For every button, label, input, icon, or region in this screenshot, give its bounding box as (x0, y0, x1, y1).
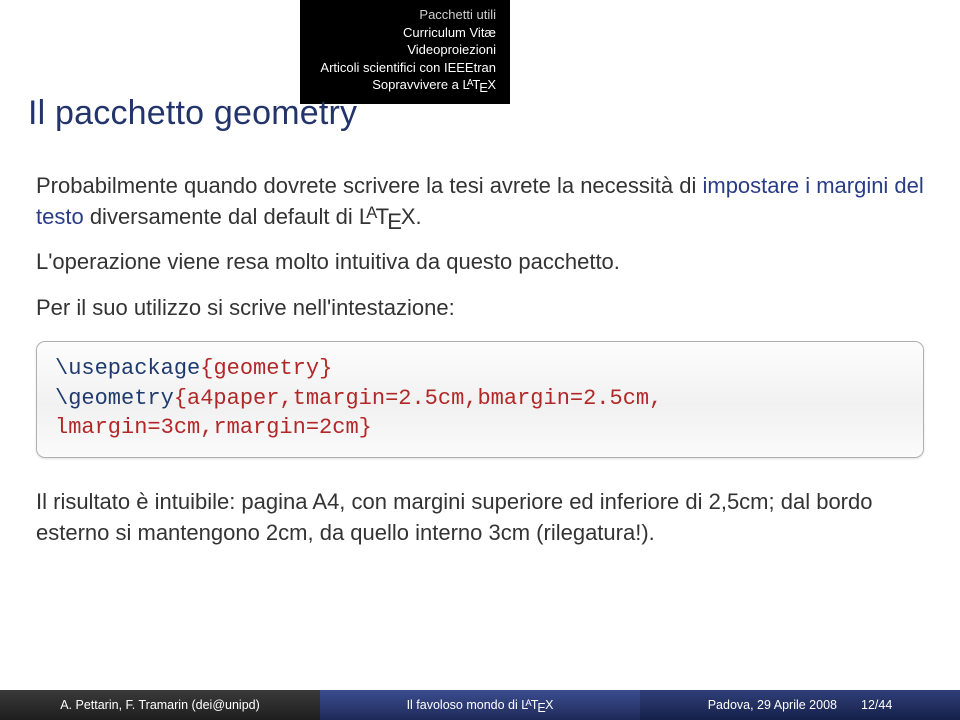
footer-authors: A. Pettarin, F. Tramarin (dei@unipd) (0, 690, 320, 720)
code-line: lmargin=3cm,rmargin=2cm} (55, 413, 905, 443)
page-number: 12/44 (861, 698, 892, 712)
brace: { (200, 356, 213, 381)
brace: } (359, 415, 372, 440)
latex-logo: LATEX (463, 77, 496, 92)
brace: } (319, 356, 332, 381)
tex-command: \geometry (55, 386, 174, 411)
tex-arg: a4paper,tmargin=2.5cm,bmargin=2.5cm, (187, 386, 662, 411)
paragraph: Il risultato è intuibile: pagina A4, con… (36, 486, 924, 548)
text: Probabilmente quando dovrete scrivere la… (36, 173, 702, 198)
footer-date: Padova, 29 Aprile 2008 (708, 698, 837, 712)
code-line: \usepackage{geometry} (55, 354, 905, 384)
toc-item: Articoli scientifici con IEEEtran (314, 59, 496, 77)
footer-date-page: Padova, 29 Aprile 2008 12/44 (640, 690, 960, 720)
paragraph: L'operazione viene resa molto intuitiva … (36, 246, 924, 277)
text: . (416, 204, 422, 229)
tex-arg: geometry (213, 356, 319, 381)
text: diversamente dal default di (84, 204, 359, 229)
frame-title: Il pacchetto geometry (28, 94, 357, 133)
tex-arg: lmargin=3cm,rmargin=2cm (55, 415, 359, 440)
footline: A. Pettarin, F. Tramarin (dei@unipd) Il … (0, 690, 960, 720)
section-toc: Pacchetti utili Curriculum Vitæ Videopro… (300, 0, 510, 104)
toc-item: Sopravvivere a LATEX (314, 76, 496, 94)
paragraph: Per il suo utilizzo si scrive nell'intes… (36, 292, 924, 323)
latex-logo: LATEX (359, 204, 416, 229)
header: Pacchetti utili Curriculum Vitæ Videopro… (0, 0, 960, 130)
toc-item-prefix: Sopravvivere a (372, 77, 462, 92)
slide-body: Probabilmente quando dovrete scrivere la… (36, 170, 924, 562)
paragraph: Probabilmente quando dovrete scrivere la… (36, 170, 924, 232)
code-line: \geometry{a4paper,tmargin=2.5cm,bmargin=… (55, 384, 905, 414)
code-block: \usepackage{geometry} \geometry{a4paper,… (36, 341, 924, 458)
footer-title: Il favoloso mondo di LATEX (320, 690, 640, 720)
brace: { (174, 386, 187, 411)
toc-item: Curriculum Vitæ (314, 24, 496, 42)
toc-item: Videoproiezioni (314, 41, 496, 59)
toc-item-current: Pacchetti utili (314, 6, 496, 24)
footer-title-text: Il favoloso mondo di (407, 698, 518, 712)
tex-command: \usepackage (55, 356, 200, 381)
latex-logo: LATEX (521, 698, 553, 712)
